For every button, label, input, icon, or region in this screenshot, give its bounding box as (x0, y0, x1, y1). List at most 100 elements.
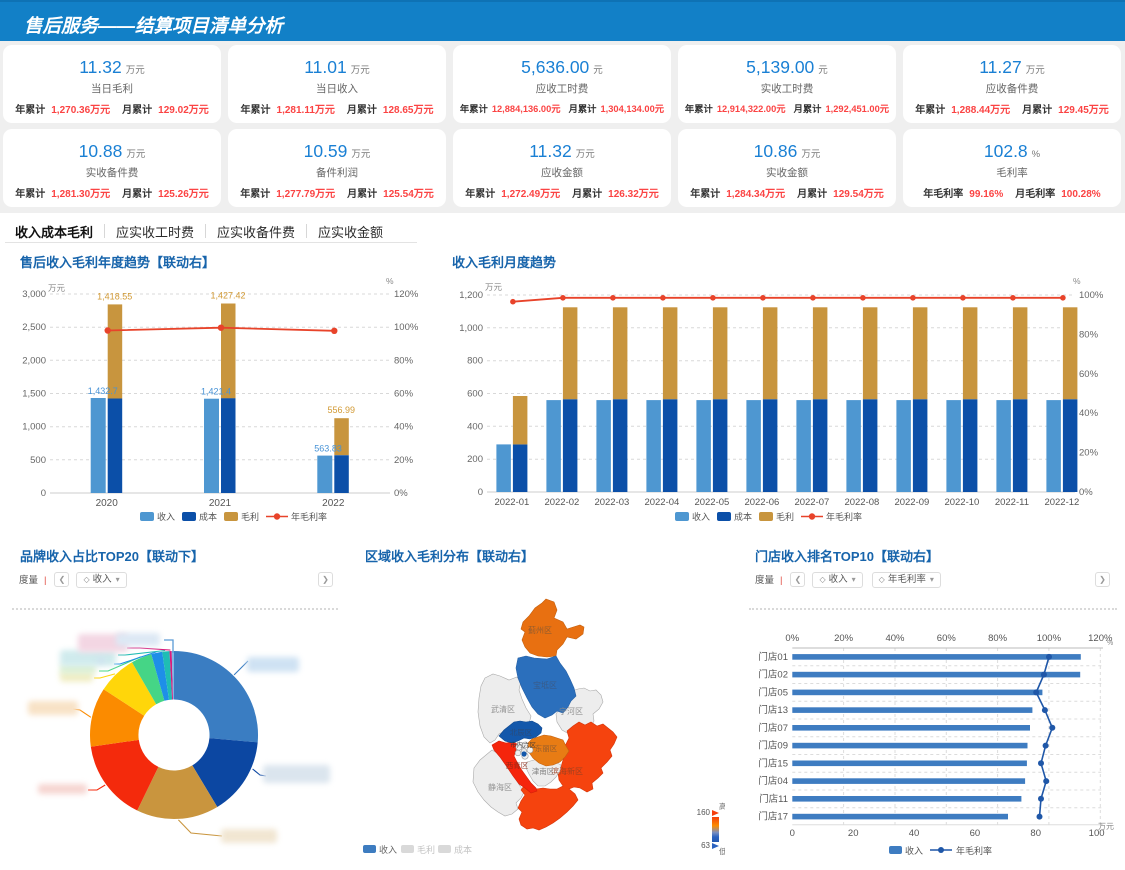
svg-text:滨海新区: 滨海新区 (551, 766, 583, 776)
svg-text:120%: 120% (1088, 633, 1113, 644)
svg-text:静海区: 静海区 (488, 782, 512, 792)
svg-text:200: 200 (467, 454, 483, 465)
svg-text:2022-09: 2022-09 (894, 497, 929, 508)
svg-text:收入: 收入 (692, 511, 710, 522)
svg-text:%: % (1107, 640, 1113, 647)
svg-text:556.99: 556.99 (328, 405, 356, 415)
svg-text:600: 600 (467, 389, 483, 400)
svg-text:0%: 0% (1079, 487, 1093, 498)
svg-text:东丽区: 东丽区 (535, 743, 558, 753)
svg-text:武清区: 武清区 (491, 704, 515, 714)
svg-text:80: 80 (1030, 828, 1041, 839)
svg-text:门店02: 门店02 (758, 669, 788, 681)
svg-text:2022-01: 2022-01 (494, 497, 529, 508)
svg-text:1,000: 1,000 (22, 422, 46, 433)
svg-text:门店13: 门店13 (758, 704, 788, 716)
svg-text:2022-06: 2022-06 (744, 497, 779, 508)
svg-text:门店07: 门店07 (758, 722, 788, 734)
svg-text:低: 低 (719, 846, 725, 856)
svg-text:成本: 成本 (734, 511, 752, 522)
svg-text:1,427.42: 1,427.42 (210, 291, 245, 301)
svg-text:1,200: 1,200 (459, 290, 483, 301)
svg-text:40%: 40% (394, 422, 414, 433)
svg-text:0: 0 (478, 487, 483, 498)
svg-text:%: % (386, 276, 394, 286)
svg-text:门店01: 门店01 (758, 651, 788, 663)
svg-text:年毛利率: 年毛利率 (956, 845, 992, 856)
svg-text:0%: 0% (394, 488, 408, 499)
svg-text:100: 100 (1089, 828, 1105, 839)
svg-text:0: 0 (790, 828, 795, 839)
svg-text:60: 60 (970, 828, 981, 839)
svg-text:40: 40 (909, 828, 920, 839)
svg-text:1,421.4: 1,421.4 (201, 387, 231, 397)
svg-text:2022-10: 2022-10 (944, 497, 979, 508)
svg-text:年毛利率: 年毛利率 (291, 511, 327, 522)
svg-text:门店11: 门店11 (759, 793, 788, 805)
svg-text:0%: 0% (785, 633, 799, 644)
svg-text:高: 高 (719, 801, 725, 811)
svg-text:2022-08: 2022-08 (844, 497, 879, 508)
svg-text:20: 20 (848, 828, 859, 839)
svg-text:成本: 成本 (454, 844, 472, 855)
svg-text:1,500: 1,500 (22, 389, 46, 400)
svg-text:60%: 60% (1079, 369, 1099, 380)
svg-text:2021: 2021 (209, 498, 232, 509)
svg-text:毛利: 毛利 (417, 844, 435, 855)
svg-text:500: 500 (30, 455, 46, 466)
svg-text:门店17: 门店17 (758, 811, 788, 823)
svg-text:2020: 2020 (96, 498, 119, 509)
svg-text:蓟州区: 蓟州区 (528, 625, 552, 635)
svg-text:门店15: 门店15 (758, 757, 788, 769)
svg-text:津南区: 津南区 (532, 766, 555, 776)
svg-text:万元: 万元 (48, 283, 66, 293)
svg-text:宁河区: 宁河区 (559, 706, 583, 716)
svg-text:100%: 100% (1037, 633, 1062, 644)
svg-text:2022-11: 2022-11 (995, 497, 1029, 508)
svg-text:西青区: 西青区 (506, 760, 529, 770)
svg-text:门店04: 门店04 (758, 775, 788, 787)
svg-text:400: 400 (467, 421, 483, 432)
svg-text:毛利: 毛利 (776, 511, 794, 522)
svg-text:收入: 收入 (905, 845, 923, 856)
svg-text:市内六区: 市内六区 (510, 740, 537, 749)
svg-text:2022-04: 2022-04 (644, 497, 679, 508)
svg-text:门店05: 门店05 (758, 686, 788, 698)
svg-text:100%: 100% (394, 322, 419, 333)
svg-text:120%: 120% (394, 289, 419, 300)
svg-text:160: 160 (697, 808, 711, 817)
svg-text:20%: 20% (394, 455, 414, 466)
svg-text:万元: 万元 (485, 282, 503, 292)
svg-text:宝坻区: 宝坻区 (533, 680, 557, 690)
svg-text:2022-03: 2022-03 (594, 497, 629, 508)
svg-text:60%: 60% (937, 633, 957, 644)
svg-text:收入: 收入 (157, 511, 175, 522)
svg-text:20%: 20% (1079, 448, 1099, 459)
svg-text:80%: 80% (394, 355, 414, 366)
svg-text:40%: 40% (885, 633, 905, 644)
svg-text:2022-12: 2022-12 (1044, 497, 1079, 508)
svg-text:万元: 万元 (1098, 822, 1114, 831)
svg-text:40%: 40% (1079, 408, 1099, 419)
svg-text:成本: 成本 (199, 511, 217, 522)
svg-text:3,000: 3,000 (22, 289, 46, 300)
svg-text:2022-02: 2022-02 (544, 497, 579, 508)
svg-text:2,000: 2,000 (22, 355, 46, 366)
svg-text:563.83: 563.83 (314, 444, 342, 454)
svg-text:1,418.55: 1,418.55 (97, 291, 132, 301)
svg-text:63: 63 (701, 841, 710, 850)
svg-text:0: 0 (41, 488, 46, 499)
svg-text:%: % (1073, 276, 1081, 286)
svg-text:北辰区: 北辰区 (510, 728, 533, 737)
svg-text:2022-07: 2022-07 (794, 497, 829, 508)
svg-text:2022: 2022 (322, 498, 345, 509)
svg-text:20%: 20% (834, 633, 854, 644)
svg-text:60%: 60% (394, 389, 414, 400)
svg-text:收入: 收入 (379, 844, 397, 855)
svg-text:80%: 80% (1079, 329, 1099, 340)
svg-text:毛利: 毛利 (241, 511, 259, 522)
svg-text:2,500: 2,500 (22, 322, 46, 333)
svg-text:1,000: 1,000 (459, 323, 483, 334)
svg-text:年毛利率: 年毛利率 (826, 511, 862, 522)
svg-text:门店09: 门店09 (758, 740, 788, 752)
